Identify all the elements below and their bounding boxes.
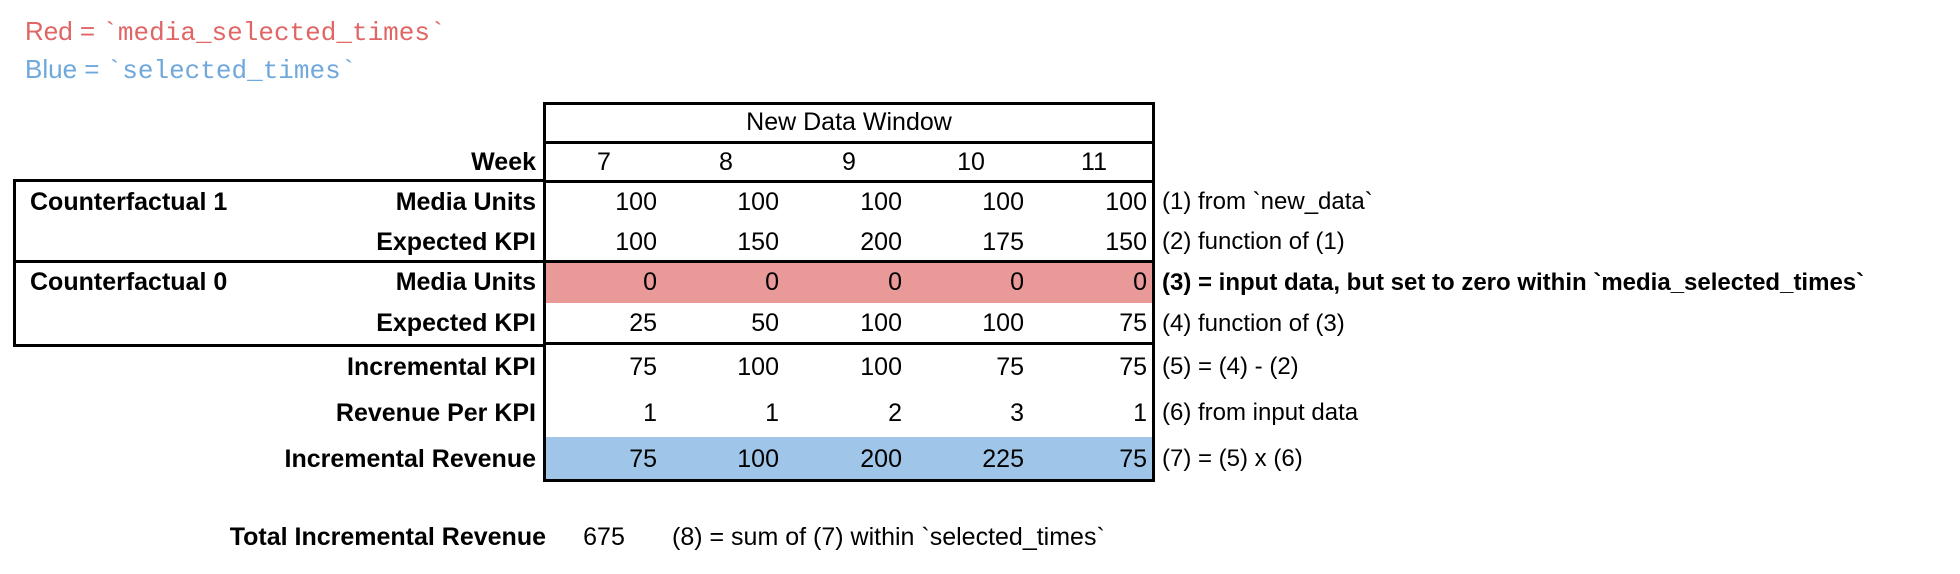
week-row-label: Week [471, 148, 536, 176]
week-7: 7 [597, 148, 611, 176]
legend-red-code: `media_selected_times` [102, 18, 446, 48]
week-8: 8 [719, 148, 733, 176]
row-label-revenue-per-kpi: Revenue Per KPI [335, 399, 536, 427]
legend-blue-line: Blue = `selected_times` [25, 54, 356, 86]
row-label-expected-kpi-cf1: Expected KPI [376, 228, 536, 256]
row-label-incremental-revenue: Incremental Revenue [284, 445, 537, 473]
counterfactual-0-label: Counterfactual 0 [30, 268, 228, 296]
week-10: 10 [957, 148, 985, 176]
total-incremental-revenue-value: 675 [583, 523, 625, 551]
cell: 100 [982, 188, 1024, 216]
note-5: (5) = (4) - (2) [1162, 353, 1299, 380]
cell-red: 0 [1133, 268, 1147, 296]
note-6: (6) from input data [1162, 399, 1359, 426]
row-label-expected-kpi-cf0: Expected KPI [376, 309, 536, 337]
cell: 100 [737, 353, 779, 381]
counterfactual-1-label: Counterfactual 1 [30, 188, 228, 216]
table-divider-cf0 [543, 342, 1155, 345]
table-divider-header [543, 141, 1155, 144]
cell: 200 [860, 228, 902, 256]
cell: 100 [615, 228, 657, 256]
cell: 25 [629, 309, 657, 337]
legend-blue-code: `selected_times` [106, 56, 357, 86]
cell-red: 0 [643, 268, 657, 296]
cell: 100 [615, 188, 657, 216]
note-3: (3) = input data, but set to zero within… [1162, 269, 1865, 296]
red-highlight-band [546, 263, 1152, 303]
cell: 1 [643, 399, 657, 427]
row-label-media-units-cf0: Media Units [395, 268, 536, 296]
cell-blue: 75 [1119, 445, 1147, 473]
cell: 1 [765, 399, 779, 427]
cell: 75 [629, 353, 657, 381]
total-incremental-revenue-label: Total Incremental Revenue [229, 523, 546, 551]
cell: 100 [982, 309, 1024, 337]
week-11: 11 [1081, 148, 1107, 176]
cell-blue: 100 [737, 445, 779, 473]
cell: 150 [737, 228, 779, 256]
note-1: (1) from `new_data` [1162, 188, 1373, 215]
cell: 75 [1119, 309, 1147, 337]
note-2: (2) function of (1) [1162, 228, 1345, 255]
table-divider-cf1 [543, 260, 1155, 263]
cell: 50 [751, 309, 779, 337]
blue-highlight-band [546, 437, 1152, 479]
cell: 100 [737, 188, 779, 216]
cell: 75 [996, 353, 1024, 381]
legend-red-label: Red = [25, 16, 103, 46]
cell: 150 [1105, 228, 1147, 256]
cell: 100 [860, 353, 902, 381]
cell: 75 [1119, 353, 1147, 381]
cell-red: 0 [1010, 268, 1024, 296]
row-label-media-units-cf1: Media Units [395, 188, 536, 216]
cell: 175 [982, 228, 1024, 256]
note-7: (7) = (5) x (6) [1162, 445, 1303, 472]
cell: 100 [1105, 188, 1147, 216]
cell: 2 [888, 399, 902, 427]
cell-blue: 75 [629, 445, 657, 473]
cell: 1 [1133, 399, 1147, 427]
cell-blue: 200 [860, 445, 902, 473]
week-9: 9 [842, 148, 856, 176]
table-header: New Data Window [746, 108, 952, 136]
legend-red-line: Red = `media_selected_times` [25, 16, 446, 48]
cell: 100 [860, 188, 902, 216]
legend-blue-label: Blue = [25, 54, 107, 84]
cell: 3 [1010, 399, 1024, 427]
counterfactual-0-box [13, 260, 546, 347]
cell-blue: 225 [982, 445, 1024, 473]
note-8: (8) = sum of (7) within `selected_times` [672, 523, 1105, 551]
cell-red: 0 [888, 268, 902, 296]
note-4: (4) function of (3) [1162, 310, 1345, 337]
row-label-incremental-kpi: Incremental KPI [347, 353, 536, 381]
cell: 100 [860, 309, 902, 337]
cell-red: 0 [765, 268, 779, 296]
table-divider-week [543, 180, 1155, 183]
